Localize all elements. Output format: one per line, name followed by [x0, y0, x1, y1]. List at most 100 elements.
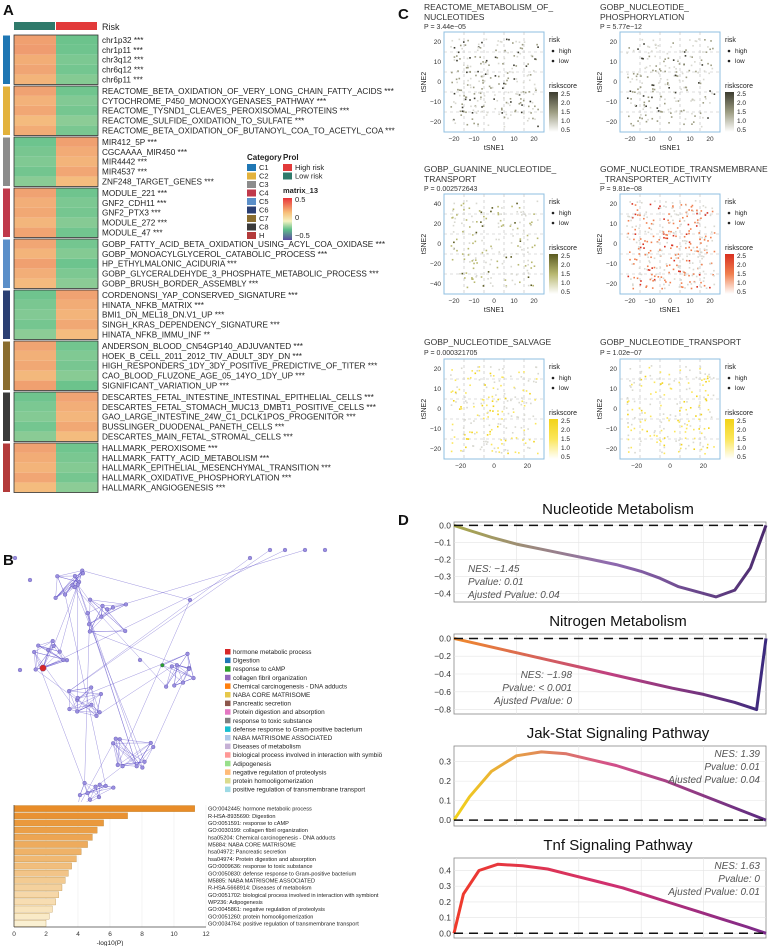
tsne-point: [631, 408, 634, 411]
heatmap-cell: [14, 207, 56, 218]
tsne-point: [450, 45, 452, 48]
tsne-point: [530, 54, 533, 57]
gsea-plot-area: [453, 857, 767, 939]
tsne-x-tick: −20: [624, 298, 635, 305]
tsne-point: [682, 258, 684, 261]
heatmap-row-label: CYTOCHROME_P450_MONOOXYGENASES_PATHWAY *…: [102, 97, 327, 106]
tsne-y-tick: 0: [437, 406, 441, 413]
network-legend-swatch: [225, 683, 231, 689]
tsne-point: [668, 271, 670, 274]
tsne-point: [481, 398, 484, 401]
tsne-point: [690, 249, 693, 252]
tsne-point: [516, 227, 519, 230]
tsne-point: [459, 58, 461, 60]
tsne-point: [701, 255, 703, 257]
tsne-x-tick: 20: [530, 136, 538, 143]
tsne-y-tick: −10: [430, 426, 441, 433]
tsne-point: [483, 417, 485, 420]
tsne-point: [674, 254, 677, 256]
tsne-point: [466, 64, 469, 67]
tsne-point: [706, 375, 709, 378]
heatmap-group-border: [13, 391, 99, 442]
tsne-point: [471, 278, 473, 280]
tsne-point: [475, 276, 477, 278]
network-edge: [76, 687, 92, 712]
network-node: [172, 683, 177, 688]
tsne-point: [500, 213, 503, 215]
tsne-y-tick: 0: [437, 241, 441, 248]
category-legend-label: C8: [259, 223, 269, 232]
tsne-point: [683, 109, 685, 112]
tsne-point: [451, 81, 453, 84]
network-node: [32, 649, 37, 655]
tsne-point: [679, 202, 682, 204]
tsne-point: [675, 100, 677, 103]
gsea-y-tick: 0.0: [439, 520, 451, 530]
tsne-point: [464, 419, 466, 421]
tsne-point: [481, 110, 484, 113]
tsne-point: [700, 251, 703, 254]
network-edge: [89, 599, 126, 632]
tsne-point: [686, 255, 688, 258]
tsne-point: [482, 285, 485, 287]
tsne-point: [529, 74, 532, 76]
tsne-plot-area: [619, 358, 721, 460]
tsne-point: [688, 246, 690, 249]
network-node: [96, 795, 102, 800]
heatmap-cell: [56, 370, 98, 381]
heatmap-cell: [56, 443, 98, 453]
tsne-point: [689, 228, 692, 230]
tsne-point: [638, 227, 640, 230]
tsne-point: [472, 267, 475, 270]
tsne-point: [527, 105, 530, 108]
network-edge: [176, 664, 194, 679]
network-edge: [136, 742, 151, 767]
tsne-point: [455, 392, 458, 395]
network-node: [123, 602, 129, 607]
heatmap-row-label: SIGNIFICANT_VARIATION_UP ***: [102, 382, 230, 391]
network-node: [100, 603, 105, 608]
tsne-point: [473, 405, 475, 408]
tsne-point: [688, 420, 690, 423]
tsne-point: [639, 283, 642, 286]
tsne-point: [509, 104, 511, 107]
tsne-y-tick: 20: [610, 39, 618, 46]
tsne-point: [463, 258, 466, 261]
network-node: [160, 663, 165, 668]
tsne-point: [705, 399, 708, 402]
heatmap-cell: [14, 176, 56, 187]
tsne-point: [666, 417, 669, 419]
category-swatch: [247, 181, 256, 188]
tsne-point: [481, 239, 483, 242]
tsne-point: [647, 52, 650, 54]
tsne-point: [476, 221, 478, 223]
tsne-point: [659, 377, 661, 380]
tsne-point: [702, 270, 705, 273]
network-node: [111, 785, 116, 790]
tsne-point: [647, 269, 650, 271]
bar: [13, 819, 104, 827]
tsne-point: [498, 380, 501, 382]
gsea-y-tick: 0.3: [439, 757, 451, 767]
tsne-point: [688, 209, 690, 211]
tsne-point: [458, 89, 461, 91]
risk-legend-dot: [727, 59, 731, 63]
tsne-point: [496, 44, 499, 46]
tsne-point: [516, 80, 518, 83]
tsne-point: [453, 59, 456, 61]
heatmap-cell: [14, 35, 56, 45]
tsne-point: [684, 118, 687, 120]
tsne-point: [529, 222, 531, 225]
tsne-point: [630, 423, 633, 426]
tsne-point: [485, 386, 488, 389]
tsne-point: [704, 237, 706, 239]
tsne-y-tick: −20: [430, 261, 441, 268]
tsne-point: [475, 105, 477, 108]
tsne-point: [653, 257, 656, 260]
riskscore-tick: 1.0: [737, 445, 746, 452]
tsne-point: [523, 371, 525, 373]
heatmap-cell: [56, 411, 98, 422]
tsne-point: [521, 400, 524, 403]
tsne-point: [707, 62, 709, 65]
heatmap-cell: [14, 166, 56, 177]
